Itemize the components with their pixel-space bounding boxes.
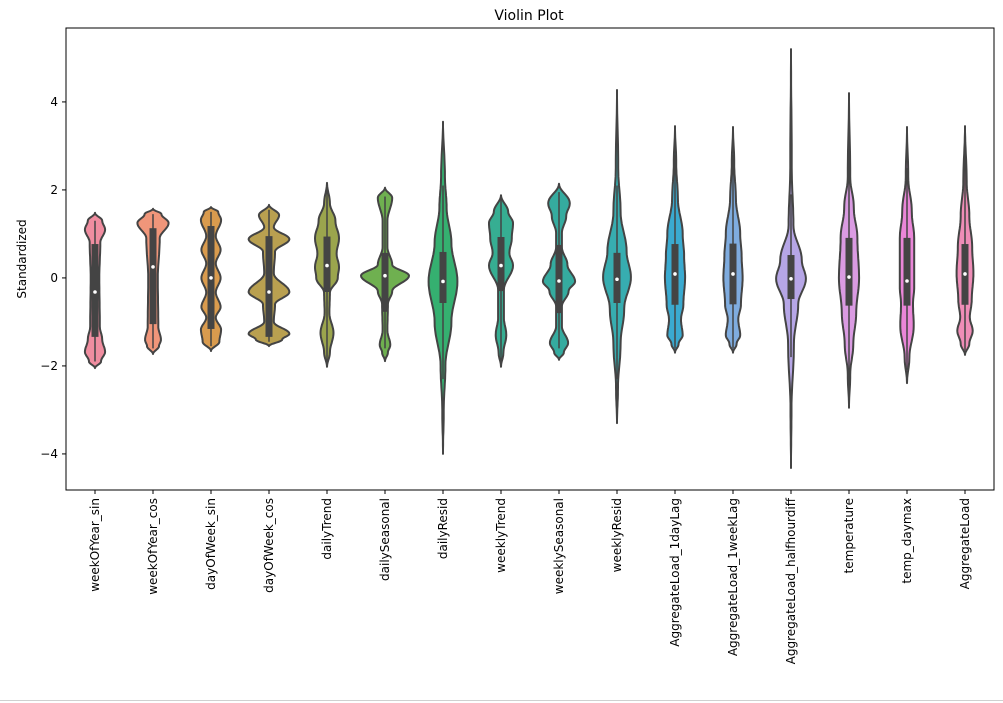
violin-median-dot xyxy=(673,272,677,276)
violins xyxy=(83,48,975,469)
violin-median-dot xyxy=(963,272,967,276)
violin-weeklySeasonal xyxy=(541,182,577,361)
y-tick-label: 4 xyxy=(50,95,58,109)
violin-weekOfYear_cos xyxy=(136,207,170,355)
violin-dayOfWeek_sin xyxy=(199,206,223,352)
violin-dailyTrend xyxy=(314,181,340,368)
x-tick-label: dailySeasonal xyxy=(378,498,392,581)
violin-dayOfWeek_cos xyxy=(247,203,291,348)
y-axis: −4 −2 0 2 4 xyxy=(40,95,66,461)
violin-dailySeasonal xyxy=(360,186,410,363)
violin-median-dot xyxy=(557,279,561,283)
violin-median-dot xyxy=(847,275,851,279)
window-edge xyxy=(0,700,1003,701)
violin-AggregateLoad xyxy=(955,125,975,356)
chart-title: Violin Plot xyxy=(494,8,564,24)
violin-median-dot xyxy=(499,263,503,268)
x-tick-label: weeklySeasonal xyxy=(552,498,566,594)
violin-median-dot xyxy=(789,277,793,281)
x-axis: weekOfYear_sin weekOfYear_cos dayOfWeek_si… xyxy=(88,490,972,664)
violin-iqr-box xyxy=(555,244,563,314)
x-tick-label: dayOfWeek_sin xyxy=(204,498,218,590)
x-tick-label: dailyTrend xyxy=(320,498,334,560)
violin-median-dot xyxy=(615,277,619,282)
violin-median-dot xyxy=(209,276,213,280)
violin-median-dot xyxy=(151,265,155,269)
violin-median-dot xyxy=(325,263,329,268)
violin-weekOfYear_sin xyxy=(83,211,107,370)
violin-iqr-box xyxy=(845,237,853,306)
x-tick-label: weeklyTrend xyxy=(494,498,508,573)
y-tick-label: 2 xyxy=(50,183,58,197)
x-tick-label: temperature xyxy=(842,498,856,573)
y-axis-label: Standardized xyxy=(15,219,29,298)
x-tick-label: dailyResid xyxy=(436,498,450,559)
plot-frame xyxy=(65,27,995,491)
violin-median-dot xyxy=(93,290,97,294)
violin-iqr-box xyxy=(439,251,447,303)
y-tick-label: −2 xyxy=(40,359,58,373)
violin-AggregateLoad_1weekLag xyxy=(722,126,744,354)
violin-weeklyResid xyxy=(602,89,632,425)
x-tick-label: AggregateLoad xyxy=(958,498,972,589)
violin-iqr-box xyxy=(149,228,157,325)
violin-iqr-box xyxy=(903,237,911,306)
y-tick-label: 0 xyxy=(50,271,58,285)
x-tick-label: weeklyResid xyxy=(610,498,624,572)
violin-temperature xyxy=(837,92,861,409)
x-tick-label: AggregateLoad_1dayLag xyxy=(668,498,682,647)
violin-AggregateLoad_halfhourdiff xyxy=(775,48,807,469)
violin-iqr-box xyxy=(265,236,273,337)
x-tick-label: weekOfYear_cos xyxy=(146,498,160,595)
x-tick-label: AggregateLoad_1weekLag xyxy=(726,498,740,656)
x-tick-label: dayOfWeek_cos xyxy=(262,498,276,593)
violin-weeklyTrend xyxy=(488,194,514,368)
violin-AggregateLoad_1dayLag xyxy=(663,125,687,354)
violin-median-dot xyxy=(383,273,387,278)
x-tick-label: weekOfYear_sin xyxy=(88,498,102,592)
x-tick-label: temp_daymax xyxy=(900,498,914,584)
violin-median-dot xyxy=(441,279,445,284)
violin-iqr-box xyxy=(381,252,389,312)
x-tick-label: AggregateLoad_halfhourdiff xyxy=(784,497,798,664)
violin-dailyResid xyxy=(427,120,459,455)
violin-temp_daymax xyxy=(898,126,916,385)
violin-median-dot xyxy=(731,272,735,276)
y-tick-label: −4 xyxy=(40,447,58,461)
violin-median-dot xyxy=(905,279,909,283)
violin-median-dot xyxy=(267,290,271,294)
